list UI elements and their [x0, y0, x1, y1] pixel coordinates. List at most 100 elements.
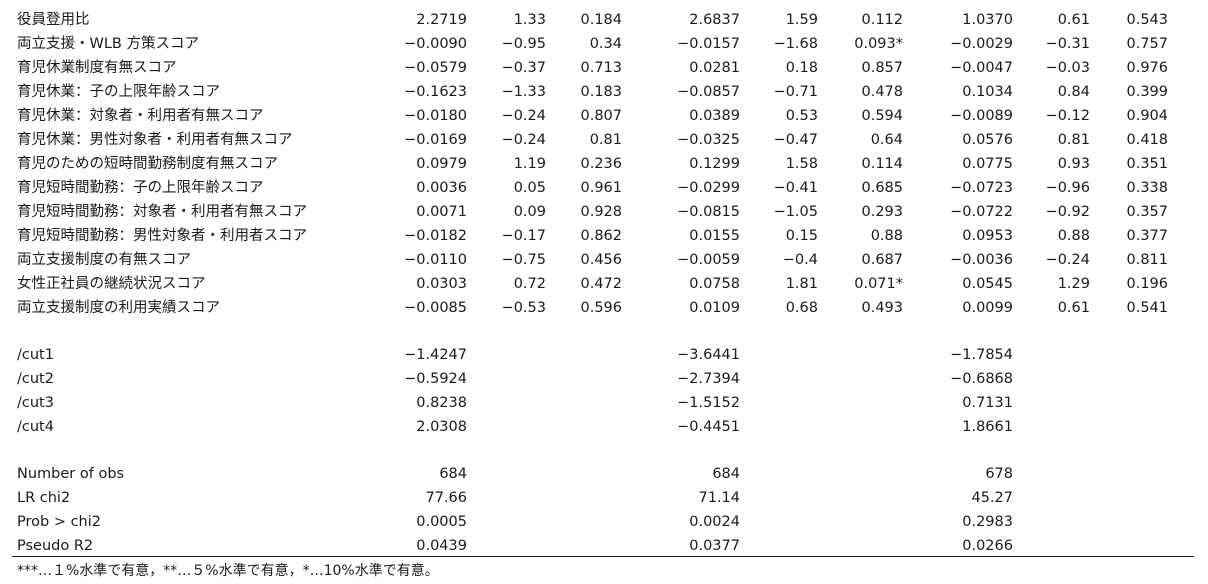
row-value: 0.1299	[689, 156, 740, 172]
stat-value: 0.0439	[416, 538, 467, 554]
row-value: −0.24	[501, 132, 546, 148]
row-value: 0.0979	[416, 156, 467, 172]
row-value: 0.64	[870, 132, 903, 148]
row-value: −0.24	[1045, 252, 1090, 268]
row-value: −0.0029	[950, 36, 1013, 52]
row-value: −0.0059	[677, 252, 740, 268]
row-value: 0.34	[589, 36, 622, 52]
row-label: 両立支援制度の利用実績スコア	[17, 300, 220, 316]
row-value: 0.1034	[962, 84, 1013, 100]
table-row: 育児短時間勤務：子の上限年齢スコア 0.0036 0.05 0.961 −0.0299 −…	[0, 176, 1208, 200]
row-value: 0.594	[861, 108, 903, 124]
row-value: 0.0545	[962, 276, 1013, 292]
stat-value: 684	[712, 466, 740, 482]
row-value: −0.0579	[404, 60, 467, 76]
cut-value: 0.7131	[962, 395, 1013, 411]
cut-row: /cut2 −0.5924 −2.7394 −0.6868	[0, 367, 1208, 391]
row-value: 0.757	[1126, 36, 1168, 52]
row-value: 0.0389	[689, 108, 740, 124]
stat-label: Number of obs	[17, 466, 125, 482]
stat-label: Prob > chi2	[17, 514, 101, 530]
row-label: 女性正社員の継続状況スコア	[17, 276, 206, 292]
row-value: 0.114	[861, 156, 903, 172]
significance-note: ***…１%水準で有意，**…５%水準で有意，*…10%水準で有意。	[17, 563, 439, 579]
row-value: −0.0157	[677, 36, 740, 52]
row-value: 0.0303	[416, 276, 467, 292]
row-value: −0.53	[501, 300, 546, 316]
row-value: −0.12	[1045, 108, 1090, 124]
row-value: −0.24	[501, 108, 546, 124]
row-value: 0.478	[861, 84, 903, 100]
row-value: −1.68	[773, 36, 818, 52]
cut-label: /cut3	[17, 395, 54, 411]
row-value: 0.72	[513, 276, 546, 292]
row-value: 0.976	[1126, 60, 1168, 76]
row-value: −0.0036	[950, 252, 1013, 268]
row-value: 0.236	[580, 156, 622, 172]
row-value: −0.0182	[404, 228, 467, 244]
row-value: 0.807	[580, 108, 622, 124]
cut-value: −2.7394	[677, 371, 740, 387]
stat-value: 0.0377	[689, 538, 740, 554]
row-value: 0.0071	[416, 204, 467, 220]
row-value: 0.184	[580, 12, 622, 28]
cut-value: 0.8238	[416, 395, 467, 411]
row-value: −0.92	[1045, 204, 1090, 220]
row-value: 1.58	[785, 156, 818, 172]
row-value: 0.928	[580, 204, 622, 220]
row-value: 0.196	[1126, 276, 1168, 292]
row-value: −0.0180	[404, 108, 467, 124]
stat-value: 71.14	[698, 490, 740, 506]
row-value: −0.0047	[950, 60, 1013, 76]
table-row: 育児休業：対象者・利用者有無スコア −0.0180 −0.24 0.807 0.0389…	[0, 104, 1208, 128]
row-value: −0.37	[501, 60, 546, 76]
row-label: 育児短時間勤務：子の上限年齢スコア	[17, 180, 264, 196]
row-label: 両立支援・WLB 方策スコア	[17, 36, 199, 52]
row-value: −0.0299	[677, 180, 740, 196]
cut-value: −0.6868	[950, 371, 1013, 387]
row-value: 0.0281	[689, 60, 740, 76]
row-value: 0.61	[1057, 12, 1090, 28]
row-value: −0.0723	[950, 180, 1013, 196]
row-value: 0.88	[1057, 228, 1090, 244]
row-value: −0.03	[1045, 60, 1090, 76]
stat-value: 45.27	[971, 490, 1013, 506]
row-value: 0.685	[861, 180, 903, 196]
row-label: 両立支援制度の有無スコア	[17, 252, 191, 268]
cut-row: /cut1 −1.4247 −3.6441 −1.7854	[0, 343, 1208, 367]
row-value: −0.71	[773, 84, 818, 100]
row-label: 育児休業制度有無スコア	[17, 60, 177, 76]
row-value: −0.17	[501, 228, 546, 244]
row-value: 0.0155	[689, 228, 740, 244]
row-value: 0.472	[580, 276, 622, 292]
row-value: 2.6837	[689, 12, 740, 28]
row-value: 0.687	[861, 252, 903, 268]
row-value: 0.15	[785, 228, 818, 244]
cut-value: 1.8661	[962, 419, 1013, 435]
stat-row: Number of obs 684 684 678	[0, 462, 1208, 486]
table-row: 育児のための短時間勤務制度有無スコア 0.0979 1.19 0.236 0.1299 1…	[0, 152, 1208, 176]
row-value: 0.493	[861, 300, 903, 316]
row-value: 0.093*	[854, 36, 903, 52]
stat-value: 0.0024	[689, 514, 740, 530]
row-label: 育児短時間勤務：対象者・利用者有無スコア	[17, 204, 307, 220]
row-value: 0.84	[1057, 84, 1090, 100]
cut-value: −1.4247	[404, 347, 467, 363]
row-value: 1.19	[513, 156, 546, 172]
row-value: 0.09	[513, 204, 546, 220]
row-value: 0.811	[1126, 252, 1168, 268]
row-value: −0.0325	[677, 132, 740, 148]
row-value: 0.18	[785, 60, 818, 76]
row-value: −0.0169	[404, 132, 467, 148]
row-value: −0.0085	[404, 300, 467, 316]
table-row: 育児短時間勤務：対象者・利用者有無スコア 0.0071 0.09 0.928 −0.08…	[0, 200, 1208, 224]
row-value: 0.596	[580, 300, 622, 316]
cut-value: −3.6441	[677, 347, 740, 363]
row-value: −0.95	[501, 36, 546, 52]
stat-row: Prob > chi2 0.0005 0.0024 0.2983	[0, 510, 1208, 534]
row-value: −0.0722	[950, 204, 1013, 220]
table-row: 役員登用比 2.2719 1.33 0.184 2.6837 1.59 0.112 1.037…	[0, 8, 1208, 32]
row-value: 0.0758	[689, 276, 740, 292]
row-value: 0.0953	[962, 228, 1013, 244]
cut-value: −0.5924	[404, 371, 467, 387]
